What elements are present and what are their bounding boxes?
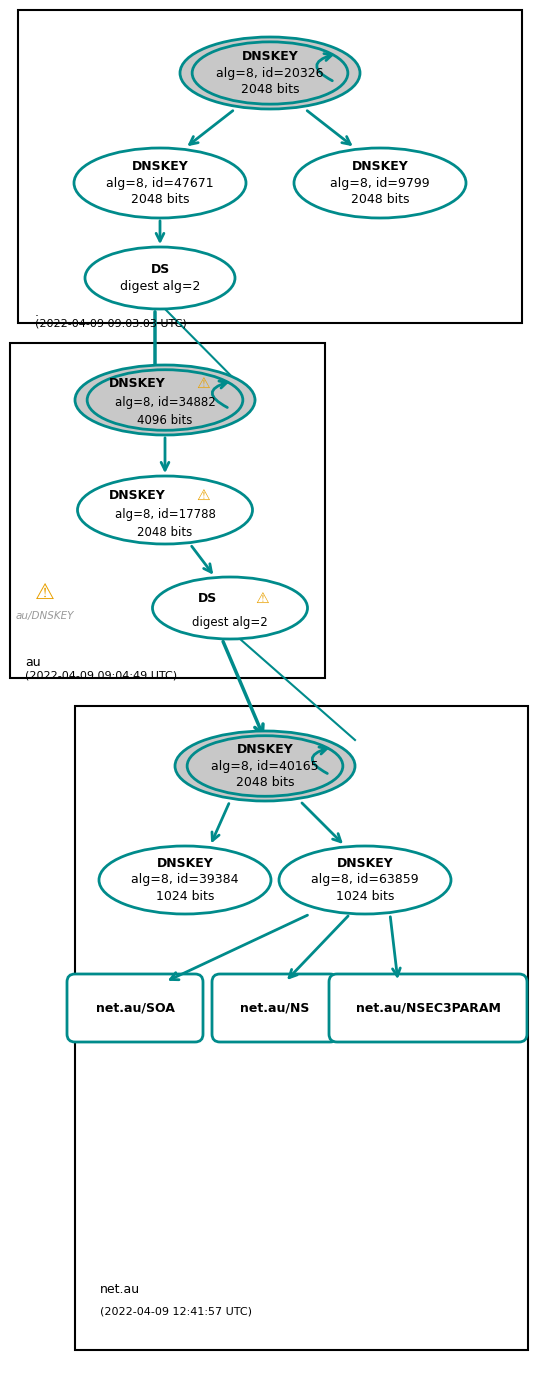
Text: alg=8, id=63859: alg=8, id=63859 (311, 874, 419, 886)
Text: alg=8, id=39384: alg=8, id=39384 (131, 874, 239, 886)
Text: DNSKEY: DNSKEY (132, 160, 188, 172)
Text: 2048 bits: 2048 bits (236, 776, 294, 790)
Text: DS: DS (198, 591, 218, 605)
Ellipse shape (85, 247, 235, 309)
Text: DNSKEY: DNSKEY (109, 488, 165, 502)
Text: 4096 bits: 4096 bits (137, 413, 193, 427)
FancyBboxPatch shape (329, 974, 527, 1042)
Ellipse shape (152, 577, 307, 639)
Text: digest alg=2: digest alg=2 (192, 616, 268, 628)
Text: alg=8, id=17788: alg=8, id=17788 (114, 507, 215, 521)
Text: alg=8, id=20326: alg=8, id=20326 (216, 66, 324, 80)
Text: alg=8, id=9799: alg=8, id=9799 (330, 176, 430, 190)
Text: ⚠: ⚠ (196, 375, 210, 390)
Text: 2048 bits: 2048 bits (137, 525, 193, 539)
Text: DS: DS (150, 263, 170, 276)
Text: digest alg=2: digest alg=2 (120, 280, 200, 294)
Ellipse shape (180, 37, 360, 109)
Text: 1024 bits: 1024 bits (156, 890, 214, 904)
Text: 1024 bits: 1024 bits (336, 890, 394, 904)
Bar (18, 10, 522, 322)
Bar (10, 343, 325, 678)
Text: DNSKEY: DNSKEY (237, 743, 293, 755)
Ellipse shape (87, 369, 243, 430)
Text: DNSKEY: DNSKEY (336, 857, 393, 870)
Bar (75, 706, 528, 1350)
Ellipse shape (99, 846, 271, 914)
Text: net.au: net.au (100, 1283, 140, 1295)
Text: DNSKEY: DNSKEY (352, 160, 408, 172)
Text: (2022-04-09 09:04:49 UTC): (2022-04-09 09:04:49 UTC) (25, 670, 177, 679)
Text: au/DNSKEY: au/DNSKEY (16, 610, 75, 621)
Text: net.au/NS: net.au/NS (240, 1002, 309, 1014)
Text: ⚠: ⚠ (196, 488, 210, 503)
Text: 2048 bits: 2048 bits (351, 193, 409, 207)
Text: DNSKEY: DNSKEY (109, 376, 165, 390)
Text: 2048 bits: 2048 bits (241, 84, 299, 96)
Ellipse shape (74, 147, 246, 218)
Text: .: . (35, 306, 39, 318)
Text: ⚠: ⚠ (35, 583, 55, 604)
Text: net.au/NSEC3PARAM: net.au/NSEC3PARAM (355, 1002, 501, 1014)
Text: DNSKEY: DNSKEY (241, 50, 299, 62)
Ellipse shape (187, 736, 343, 796)
Text: alg=8, id=40165: alg=8, id=40165 (211, 759, 319, 773)
Text: alg=8, id=47671: alg=8, id=47671 (106, 176, 214, 190)
Ellipse shape (279, 846, 451, 914)
Ellipse shape (78, 475, 253, 544)
FancyBboxPatch shape (212, 974, 338, 1042)
Ellipse shape (192, 41, 348, 105)
Ellipse shape (175, 730, 355, 801)
Text: alg=8, id=34882: alg=8, id=34882 (114, 395, 215, 408)
Text: net.au/SOA: net.au/SOA (96, 1002, 174, 1014)
Text: 2048 bits: 2048 bits (131, 193, 189, 207)
Text: (2022-04-09 09:03:03 UTC): (2022-04-09 09:03:03 UTC) (35, 318, 187, 328)
FancyBboxPatch shape (67, 974, 203, 1042)
Text: ⚠: ⚠ (255, 591, 269, 605)
Ellipse shape (294, 147, 466, 218)
Text: DNSKEY: DNSKEY (157, 857, 213, 870)
Text: au: au (25, 656, 40, 668)
Ellipse shape (75, 365, 255, 435)
Text: (2022-04-09 12:41:57 UTC): (2022-04-09 12:41:57 UTC) (100, 1306, 252, 1316)
